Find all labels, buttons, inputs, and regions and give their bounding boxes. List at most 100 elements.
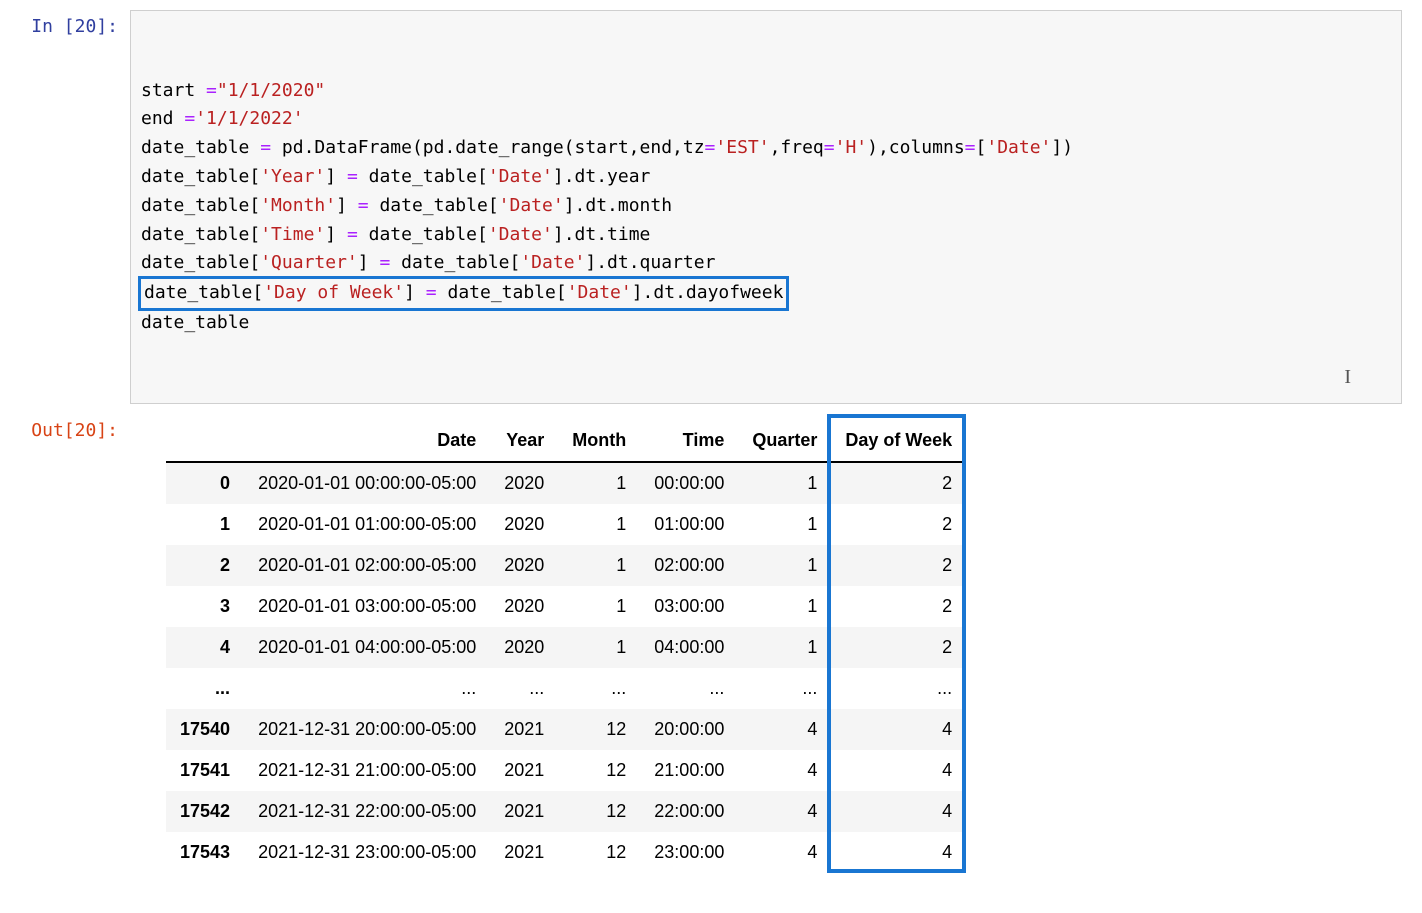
code-token: ),columns [867, 137, 965, 158]
table-cell: 1 [558, 504, 640, 545]
code-token: = [184, 108, 195, 129]
input-prompt: In [20]: [20, 10, 130, 37]
table-cell: ... [738, 668, 831, 709]
row-index: 3 [166, 586, 244, 627]
code-token: 'Day of Week' [263, 282, 404, 303]
column-header: Date [244, 420, 490, 462]
table-cell: 1 [738, 504, 831, 545]
row-index: ... [166, 668, 244, 709]
code-token: date_table [141, 312, 249, 333]
code-token: date_table[ [141, 252, 260, 273]
code-token: ].dt.year [553, 166, 651, 187]
table-cell: ... [640, 668, 738, 709]
code-token: = [206, 80, 217, 101]
table-row: 32020-01-01 03:00:00-05:002020103:00:001… [166, 586, 966, 627]
table-row: 175402021-12-31 20:00:00-05:0020211220:0… [166, 709, 966, 750]
table-cell: 23:00:00 [640, 832, 738, 873]
table-cell: ... [831, 668, 966, 709]
table-cell: 2021-12-31 23:00:00-05:00 [244, 832, 490, 873]
code-token: date_table[ [144, 282, 263, 303]
code-token: date_table[ [141, 224, 260, 245]
table-cell: 12 [558, 832, 640, 873]
code-token: date_table[ [141, 166, 260, 187]
code-token: ] [325, 224, 347, 245]
table-cell: 1 [558, 627, 640, 668]
column-header: Quarter [738, 420, 831, 462]
table-cell: 4 [738, 791, 831, 832]
code-token: '1/1/2022' [195, 108, 303, 129]
code-token: 'Month' [260, 195, 336, 216]
code-line: date_table['Month'] = date_table['Date']… [141, 192, 1391, 221]
code-input-area[interactable]: start ="1/1/2020"end ='1/1/2022'date_tab… [130, 10, 1402, 404]
code-token: 'Date' [499, 195, 564, 216]
code-token: = [824, 137, 835, 158]
table-cell: 2021-12-31 21:00:00-05:00 [244, 750, 490, 791]
code-token: date_table[ [141, 195, 260, 216]
table-cell: 2 [831, 462, 966, 504]
code-token: ].dt.month [564, 195, 672, 216]
table-cell: 04:00:00 [640, 627, 738, 668]
code-line: end ='1/1/2022' [141, 105, 1391, 134]
table-cell: 2 [831, 545, 966, 586]
table-cell: 1 [738, 462, 831, 504]
table-cell: 2 [831, 504, 966, 545]
code-token: start [141, 80, 206, 101]
code-token: = [965, 137, 976, 158]
table-cell: 4 [738, 750, 831, 791]
table-cell: 2 [831, 627, 966, 668]
table-cell: 00:00:00 [640, 462, 738, 504]
table-cell: 2020 [490, 504, 558, 545]
table-cell: 12 [558, 709, 640, 750]
code-token: = [347, 166, 358, 187]
table-cell: 2021-12-31 22:00:00-05:00 [244, 791, 490, 832]
code-token: date_table[ [390, 252, 520, 273]
code-token: [ [976, 137, 987, 158]
table-cell: 4 [831, 832, 966, 873]
code-token: pd.DataFrame(pd.date_range(start,end,tz [271, 137, 704, 158]
input-cell: In [20]: start ="1/1/2020"end ='1/1/2022… [20, 10, 1402, 404]
table-cell: 2020 [490, 586, 558, 627]
code-token: 'H' [835, 137, 868, 158]
dataframe-wrap: DateYearMonthTimeQuarterDay of Week 0202… [148, 420, 966, 873]
row-index: 17542 [166, 791, 244, 832]
table-row: 175422021-12-31 22:00:00-05:0020211222:0… [166, 791, 966, 832]
code-token: ].dt.dayofweek [632, 282, 784, 303]
row-index: 17540 [166, 709, 244, 750]
table-cell: 2020-01-01 04:00:00-05:00 [244, 627, 490, 668]
table-cell: 2020 [490, 462, 558, 504]
code-token: date_table[ [437, 282, 567, 303]
table-row: 175432021-12-31 23:00:00-05:0020211223:0… [166, 832, 966, 873]
output-area: DateYearMonthTimeQuarterDay of Week 0202… [130, 414, 1402, 878]
code-token: 'Date' [488, 224, 553, 245]
row-index: 4 [166, 627, 244, 668]
table-cell: ... [490, 668, 558, 709]
prompt-in-prefix: In [ [31, 16, 74, 37]
exec-count-in: 20 [75, 16, 97, 37]
row-index: 17541 [166, 750, 244, 791]
table-cell: 01:00:00 [640, 504, 738, 545]
table-cell: 12 [558, 750, 640, 791]
code-token: = [347, 224, 358, 245]
code-token: 'Quarter' [260, 252, 358, 273]
code-token: 'Date' [567, 282, 632, 303]
code-token: 'EST' [715, 137, 769, 158]
dataframe-table: DateYearMonthTimeQuarterDay of Week 0202… [166, 420, 966, 873]
code-token: date_table[ [358, 224, 488, 245]
table-row: 175412021-12-31 21:00:00-05:0020211221:0… [166, 750, 966, 791]
table-row: 02020-01-01 00:00:00-05:002020100:00:001… [166, 462, 966, 504]
table-cell: 2020 [490, 545, 558, 586]
code-line: date_table['Year'] = date_table['Date'].… [141, 163, 1391, 192]
column-header: Year [490, 420, 558, 462]
table-cell: 2020 [490, 627, 558, 668]
column-header: Time [640, 420, 738, 462]
table-row: 42020-01-01 04:00:00-05:002020104:00:001… [166, 627, 966, 668]
table-cell: 1 [558, 545, 640, 586]
row-index: 17543 [166, 832, 244, 873]
output-cell: Out[20]: DateYearMonthTimeQuarterDay of … [20, 414, 1402, 878]
code-token: ,freq [770, 137, 824, 158]
text-cursor-icon: I [1344, 361, 1351, 393]
code-token: ] [358, 252, 380, 273]
row-index: 2 [166, 545, 244, 586]
code-line: date_table['Day of Week'] = date_table['… [141, 278, 1391, 309]
table-cell: ... [244, 668, 490, 709]
